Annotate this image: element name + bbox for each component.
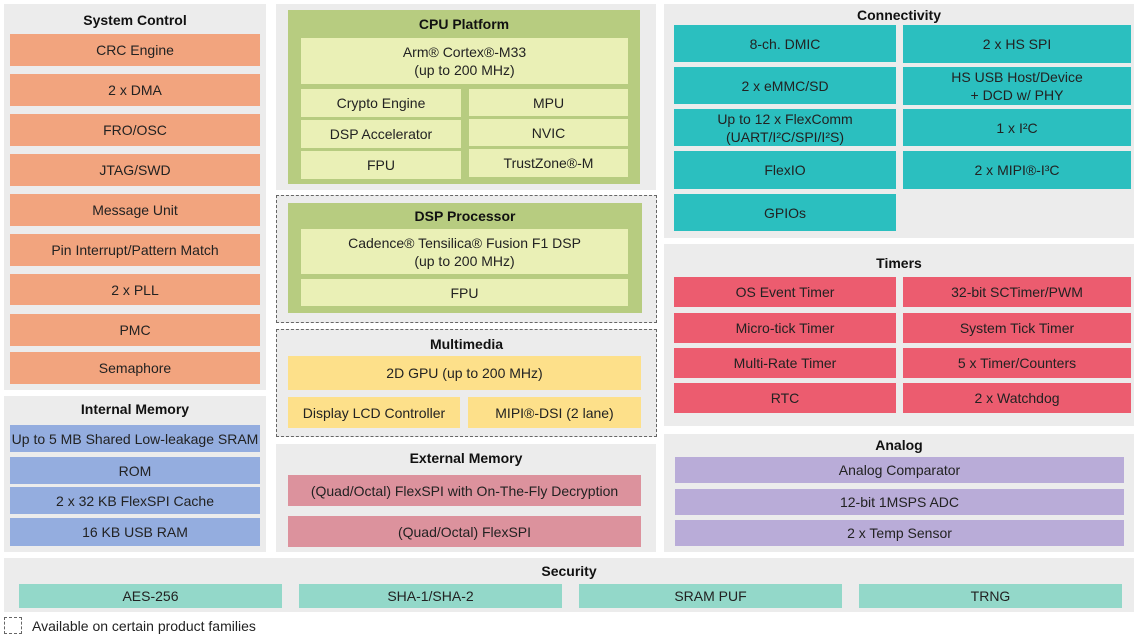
block-crypto-engine: Crypto Engine: [301, 89, 461, 117]
connectivity-title: Connectivity: [856, 7, 941, 23]
block-semaphore: Semaphore: [10, 352, 260, 384]
block-sctimer-pwm: 32-bit SCTimer/PWM: [903, 277, 1131, 307]
internal-memory-title: Internal Memory: [80, 401, 190, 417]
block-gpios: GPIOs: [674, 194, 896, 231]
block-display-lcd: Display LCD Controller: [288, 397, 460, 428]
analog-title: Analog: [875, 437, 923, 453]
block-rtc: RTC: [674, 383, 896, 413]
external-memory-title: External Memory: [409, 450, 523, 466]
block-cortex-m33: Arm® Cortex®-M33 (up to 200 MHz): [301, 38, 628, 84]
block-shared-sram: Up to 5 MB Shared Low-leakage SRAM: [10, 425, 260, 452]
block-fusion-f1-dsp: Cadence® Tensilica® Fusion F1 DSP (up to…: [301, 229, 628, 274]
block-os-event-timer: OS Event Timer: [674, 277, 896, 307]
block-fro-osc: FRO/OSC: [10, 114, 260, 146]
block-mipi-i3c: 2 x MIPI®-I³C: [903, 151, 1131, 189]
block-flexcomm: Up to 12 x FlexComm (UART/I²C/SPI/I²S): [674, 109, 896, 146]
legend-text: Available on certain product families: [32, 618, 256, 634]
block-2d-gpu: 2D GPU (up to 200 MHz): [288, 356, 641, 390]
block-crc-engine: CRC Engine: [10, 34, 260, 66]
block-sram-puf: SRAM PUF: [579, 584, 842, 608]
cpu-platform-title: CPU Platform: [418, 16, 510, 32]
block-pin-interrupt: Pin Interrupt/Pattern Match: [10, 234, 260, 266]
block-system-tick-timer: System Tick Timer: [903, 313, 1131, 343]
block-hs-spi: 2 x HS SPI: [903, 25, 1131, 63]
block-aes-256: AES-256: [19, 584, 282, 608]
block-watchdog: 2 x Watchdog: [903, 383, 1131, 413]
block-analog-comparator: Analog Comparator: [675, 457, 1124, 483]
block-hs-usb: HS USB Host/Device + DCD w/ PHY: [903, 67, 1131, 105]
block-flexio: FlexIO: [674, 151, 896, 189]
block-flexspi: (Quad/Octal) FlexSPI: [288, 516, 641, 547]
block-message-unit: Message Unit: [10, 194, 260, 226]
block-dsp-accelerator: DSP Accelerator: [301, 120, 461, 148]
block-flexspi-otfad: (Quad/Octal) FlexSPI with On-The-Fly Dec…: [288, 475, 641, 506]
block-sha: SHA-1/SHA-2: [299, 584, 562, 608]
block-pll: 2 x PLL: [10, 274, 260, 305]
block-dmic: 8-ch. DMIC: [674, 25, 896, 62]
multimedia-title: Multimedia: [429, 336, 504, 352]
timers-title: Timers: [876, 255, 922, 271]
dsp-processor-title: DSP Processor: [414, 208, 516, 224]
block-temp-sensor: 2 x Temp Sensor: [675, 520, 1124, 546]
block-dma: 2 x DMA: [10, 74, 260, 106]
block-timer-counters: 5 x Timer/Counters: [903, 348, 1131, 378]
legend-dashed-swatch: [4, 617, 22, 634]
block-rom: ROM: [10, 457, 260, 484]
block-emmc-sd: 2 x eMMC/SD: [674, 67, 896, 104]
block-micro-tick-timer: Micro-tick Timer: [674, 313, 896, 343]
block-mipi-dsi: MIPI®-DSI (2 lane): [468, 397, 641, 428]
block-mpu: MPU: [469, 89, 628, 116]
security-title: Security: [541, 563, 597, 579]
block-trustzone: TrustZone®-M: [469, 149, 628, 177]
block-jtag-swd: JTAG/SWD: [10, 154, 260, 186]
block-nvic: NVIC: [469, 119, 628, 146]
block-i2c: 1 x I²C: [903, 109, 1131, 146]
block-trng: TRNG: [859, 584, 1122, 608]
block-dsp-fpu: FPU: [301, 279, 628, 306]
system-control-title: System Control: [83, 12, 187, 28]
block-pmc: PMC: [10, 314, 260, 346]
block-multi-rate-timer: Multi-Rate Timer: [674, 348, 896, 378]
block-fpu: FPU: [301, 151, 461, 179]
block-usb-ram: 16 KB USB RAM: [10, 518, 260, 546]
block-adc: 12-bit 1MSPS ADC: [675, 489, 1124, 515]
block-flexspi-cache: 2 x 32 KB FlexSPI Cache: [10, 487, 260, 514]
